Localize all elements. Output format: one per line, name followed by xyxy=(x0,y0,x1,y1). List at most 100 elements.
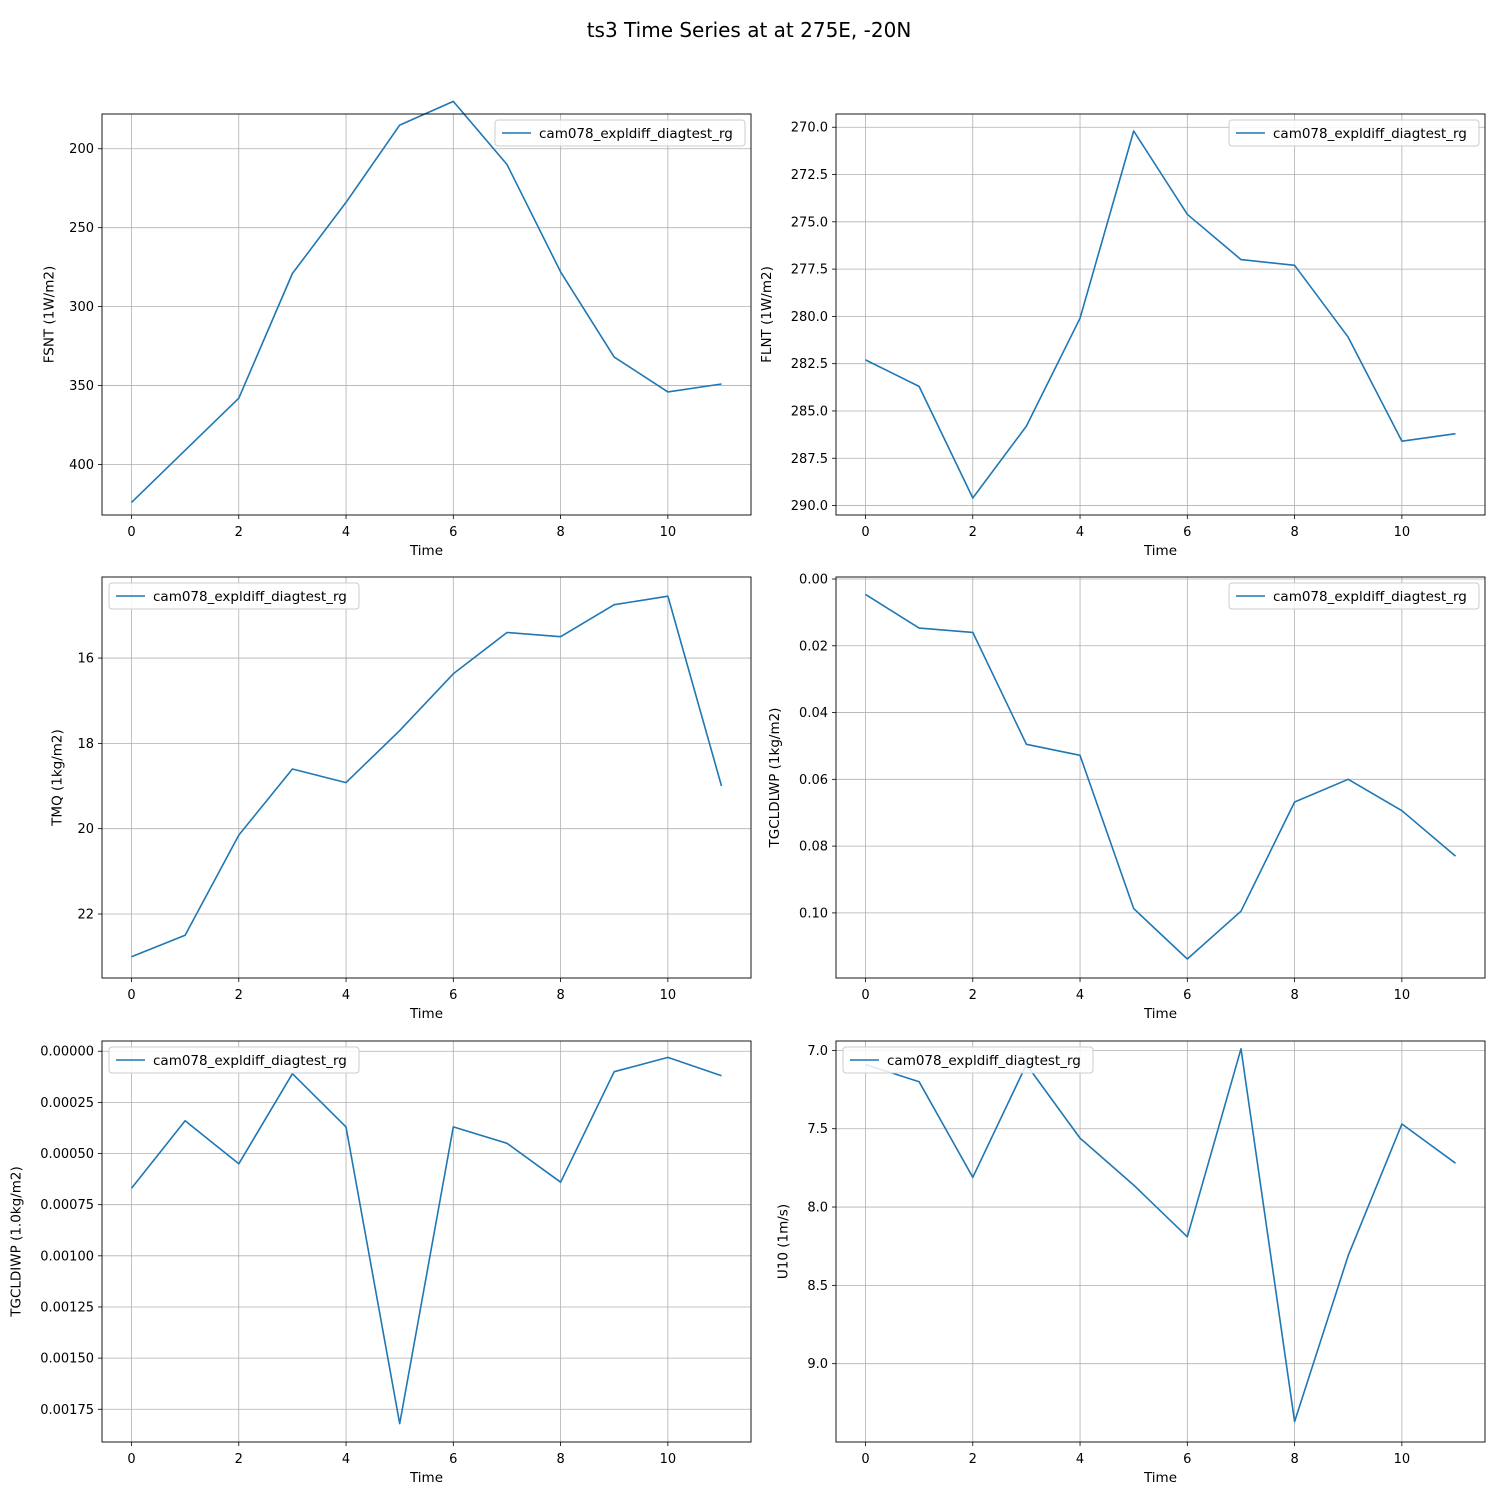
legend-label: cam078_expldiff_diagtest_rg xyxy=(887,1053,1081,1069)
chart-tgcldlwp: 0 2 4 6 8 10 0.00 0.02 0.04 0.06 0.08 0.10 Time TGCLD… xyxy=(767,573,1486,1022)
chart-tgcldiwp: 0 2 4 6 8 10 0.00000 0.00025 0.00050 0.00075 0.001… xyxy=(9,1040,752,1486)
y-tick-label: 0.00025 xyxy=(40,1096,94,1111)
y-tick-label: 8.5 xyxy=(807,1279,828,1294)
y-tick-label: 0.00125 xyxy=(40,1300,94,1315)
y-tick-label: 300 xyxy=(69,300,94,315)
legend-label: cam078_expldiff_diagtest_rg xyxy=(153,589,347,605)
x-tick-label: 6 xyxy=(449,1452,457,1467)
y-axis-label: FLNT (1W/m2) xyxy=(759,266,775,363)
y-tick-label: 0.06 xyxy=(799,773,828,788)
chart-tmq: 0 2 4 6 8 10 16 18 20 22 Time TMQ (1kg/m2) cam078_ex… xyxy=(50,576,752,1022)
y-tick-label: 277.5 xyxy=(791,263,828,278)
y-tick-label: 0.00050 xyxy=(40,1147,94,1162)
series-line xyxy=(865,593,1457,960)
x-tick-label: 2 xyxy=(235,1452,243,1467)
axes-frame xyxy=(101,113,752,516)
x-tick-label: 6 xyxy=(1183,1452,1191,1467)
y-axis-label: TMQ (1kg/m2) xyxy=(50,729,66,827)
legend-box xyxy=(108,1046,360,1074)
x-tick-label: 2 xyxy=(235,988,243,1003)
y-tick-label: 270.0 xyxy=(791,121,828,136)
y-tick-label: 287.5 xyxy=(791,452,828,467)
x-tick-label: 2 xyxy=(235,525,243,540)
series-line xyxy=(865,130,1456,499)
y-tick-label: 200 xyxy=(69,142,94,157)
y-tick-label: 16 xyxy=(77,652,94,667)
legend-box xyxy=(494,119,746,147)
y-axis-label: FSNT (1W/m2) xyxy=(41,266,57,364)
y-tick-label: 272.5 xyxy=(791,168,828,183)
x-tick-label: 8 xyxy=(1290,525,1298,540)
x-tick-label: 8 xyxy=(1290,1452,1298,1467)
x-tick-label: 2 xyxy=(969,988,977,1003)
y-tick-label: 0.00175 xyxy=(40,1403,94,1418)
legend-label: cam078_expldiff_diagtest_rg xyxy=(539,126,733,142)
y-tick-label: 0.08 xyxy=(799,840,828,855)
x-tick-label: 0 xyxy=(127,525,135,540)
axes-frame xyxy=(101,1040,752,1443)
axes-frame xyxy=(835,1040,1486,1443)
x-axis-label: Time xyxy=(409,1470,443,1486)
y-tick-label: 7.5 xyxy=(807,1122,828,1137)
y-tick-label: 250 xyxy=(69,221,94,236)
x-tick-label: 0 xyxy=(127,988,135,1003)
legend-box xyxy=(1228,119,1480,147)
x-axis-label: Time xyxy=(1143,1470,1177,1486)
x-tick-label: 6 xyxy=(1183,988,1191,1003)
x-tick-label: 8 xyxy=(556,988,564,1003)
x-tick-label: 4 xyxy=(1076,988,1084,1003)
legend-label: cam078_expldiff_diagtest_rg xyxy=(1273,126,1467,142)
y-axis-label: TGCLDLWP (1kg/m2) xyxy=(767,708,783,849)
y-tick-label: 20 xyxy=(77,822,94,837)
x-tick-label: 4 xyxy=(342,988,350,1003)
axes-frame xyxy=(835,113,1486,516)
y-tick-label: 0.00000 xyxy=(40,1045,94,1060)
y-tick-label: 0.00150 xyxy=(40,1352,94,1367)
series-line xyxy=(865,1048,1456,1423)
series-line xyxy=(131,595,723,958)
x-tick-label: 2 xyxy=(969,1452,977,1467)
legend-label: cam078_expldiff_diagtest_rg xyxy=(1273,589,1467,605)
x-tick-label: 0 xyxy=(861,1452,869,1467)
chart-fsnt: 0 2 4 6 8 10 200 250 300 350 400 Time FSNT (1W/m2) ca… xyxy=(41,100,752,559)
legend-box xyxy=(108,582,360,610)
y-tick-label: 285.0 xyxy=(791,404,828,419)
y-tick-label: 0.02 xyxy=(799,639,828,654)
x-tick-label: 2 xyxy=(969,525,977,540)
series-line xyxy=(130,100,722,503)
x-tick-label: 4 xyxy=(1076,1452,1084,1467)
x-tick-label: 8 xyxy=(556,1452,564,1467)
x-axis-label: Time xyxy=(1143,543,1177,559)
y-tick-label: 0.04 xyxy=(799,706,828,721)
figure-title: ts3 Time Series at at 275E, -20N xyxy=(587,18,912,42)
x-tick-label: 4 xyxy=(1076,525,1084,540)
x-tick-label: 6 xyxy=(1183,525,1191,540)
y-axis-label: U10 (1m/s) xyxy=(775,1204,791,1279)
y-tick-label: 400 xyxy=(69,458,94,473)
y-tick-label: 7.0 xyxy=(807,1044,828,1059)
x-tick-label: 10 xyxy=(660,525,677,540)
legend-box xyxy=(842,1046,1094,1074)
x-tick-label: 10 xyxy=(660,988,677,1003)
x-tick-label: 10 xyxy=(1394,988,1411,1003)
y-tick-label: 275.0 xyxy=(791,215,828,230)
y-tick-label: 350 xyxy=(69,379,94,394)
y-tick-label: 18 xyxy=(77,737,94,752)
x-tick-label: 10 xyxy=(1394,525,1411,540)
y-tick-label: 8.0 xyxy=(807,1201,828,1216)
x-tick-label: 6 xyxy=(449,525,457,540)
legend-box xyxy=(1228,582,1480,610)
x-tick-label: 4 xyxy=(342,1452,350,1467)
x-tick-label: 4 xyxy=(342,525,350,540)
y-tick-label: 0.00 xyxy=(799,573,828,588)
y-axis-label: TGCLDIWP (1.0kg/m2) xyxy=(9,1166,25,1318)
x-tick-label: 0 xyxy=(861,525,869,540)
x-tick-label: 8 xyxy=(1290,988,1298,1003)
axes-frame xyxy=(101,576,752,979)
x-tick-label: 0 xyxy=(127,1452,135,1467)
x-axis-label: Time xyxy=(409,543,443,559)
y-tick-label: 9.0 xyxy=(807,1357,828,1372)
y-tick-label: 22 xyxy=(77,908,94,923)
chart-u10: 0 2 4 6 8 10 7.0 7.5 8.0 8.5 9.0 Time U10 (1m/s) cam0… xyxy=(775,1040,1486,1486)
